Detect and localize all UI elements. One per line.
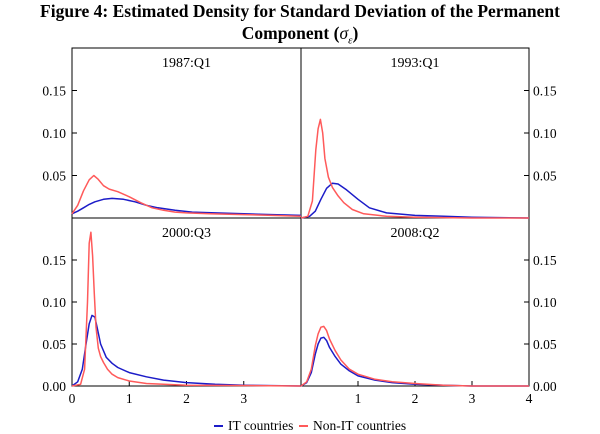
- y-tick-label-0-1: 0.05: [42, 169, 66, 184]
- legend-label-it: IT countries: [228, 418, 294, 433]
- y-tick-label-3-1: 0.05: [533, 337, 557, 352]
- title-suffix: ): [352, 23, 359, 43]
- y-tick-label-2-0: 0.00: [42, 379, 66, 394]
- panel-title-0: 1987:Q1: [162, 56, 211, 71]
- y-tick-label-1-2: 0.10: [533, 126, 557, 141]
- series-line-nonit-2: [71, 231, 302, 387]
- legend-item-nonit: Non-IT countries: [299, 418, 406, 434]
- series-line-nonit-1: [300, 118, 529, 219]
- figure-title-line1: Figure 4: Estimated Density for Standard…: [40, 1, 560, 21]
- x-tick-label-right-2: 2: [412, 391, 419, 406]
- panel-title-1: 1993:Q1: [391, 56, 440, 71]
- y-tick-label-1-1: 0.05: [533, 169, 557, 184]
- epsilon-subscript: ε: [348, 34, 353, 47]
- series-line-it-0: [71, 197, 302, 217]
- series-line-it-3: [300, 336, 529, 387]
- y-tick-label-0-3: 0.15: [42, 84, 66, 99]
- series-line-it-1: [300, 182, 530, 219]
- x-tick-label-right-1: 1: [355, 391, 362, 406]
- y-tick-label-2-3: 0.15: [42, 253, 66, 268]
- legend-item-it: IT countries: [214, 418, 293, 434]
- x-tick-label-right-3: 3: [469, 391, 476, 406]
- x-tick-label-left-2: 2: [183, 391, 190, 406]
- series-line-nonit-0: [71, 174, 302, 218]
- x-tick-label-left-3: 3: [240, 391, 247, 406]
- y-tick-label-1-3: 0.15: [533, 84, 557, 99]
- y-tick-label-0-2: 0.10: [42, 126, 66, 141]
- x-tick-label-left-1: 1: [126, 391, 133, 406]
- series-line-nonit-3: [300, 325, 529, 387]
- figure-title-line2: Component (σε): [0, 22, 600, 52]
- legend-swatch-nonit: [299, 424, 308, 427]
- y-tick-label-3-3: 0.15: [533, 253, 557, 268]
- legend-label-nonit: Non-IT countries: [313, 418, 407, 433]
- y-tick-label-2-1: 0.05: [42, 337, 66, 352]
- y-tick-label-3-2: 0.10: [533, 295, 557, 310]
- x-tick-label-left-0: 0: [69, 391, 76, 406]
- panel-title-2: 2000:Q3: [162, 226, 211, 241]
- panel-title-3: 2008:Q2: [391, 226, 440, 241]
- series-line-it-2: [71, 314, 302, 387]
- legend: IT countries Non-IT countries: [0, 418, 600, 434]
- figure-title: Figure 4: Estimated Density for Standard…: [0, 0, 600, 52]
- y-tick-label-2-2: 0.10: [42, 295, 66, 310]
- legend-swatch-it: [214, 424, 223, 427]
- y-tick-label-3-0: 0.00: [533, 379, 557, 394]
- density-chart: 1987:Q10.050.100.151993:Q10.050.100.1520…: [42, 47, 557, 406]
- title-prefix: Component (: [241, 23, 340, 43]
- sigma-symbol: σ: [339, 23, 349, 43]
- x-tick-label-right-4: 4: [526, 391, 533, 406]
